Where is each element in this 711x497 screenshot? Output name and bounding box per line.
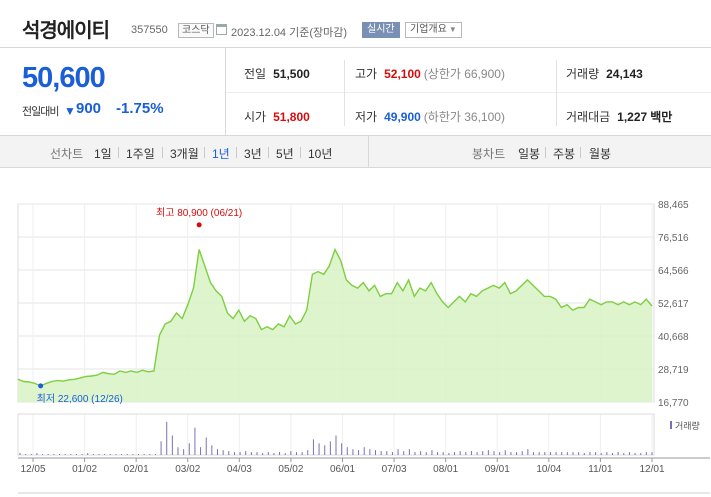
low-marker-label: 최저 22,600 (12/26) [37,393,123,405]
low-marker-dot [38,383,44,389]
amount-value: 1,227 [617,110,648,124]
x-tick-label: 08/01 [433,464,458,475]
x-tick-label: 06/01 [330,464,355,475]
col-divider [556,60,557,126]
row-divider [226,92,711,93]
y-tick-label: 40,668 [658,332,689,343]
price-chart: 88,465 76,516 64,566 52,617 40,668 28,719 16,7… [0,168,711,497]
x-tick-label: 04/03 [227,464,252,475]
high-marker-dot [196,222,202,228]
x-tick-label: 05/02 [278,464,303,475]
tab-candle-monthly[interactable]: 월봉 [589,147,612,161]
y-tick-label: 52,617 [658,299,689,310]
current-price: 50,600 [22,62,106,94]
y-tick-label: 76,516 [658,233,689,244]
tab-candle-weekly[interactable]: 주봉 [553,147,576,161]
chevron-down-icon: ▼ [448,25,457,34]
x-tick-label: 11/01 [588,464,613,475]
change-value: 900 [76,100,102,117]
current-price-panel: 50,600 전일대비 ▼ 900 -1.75% [0,48,226,136]
volume-cell: 거래량 24,143 [566,65,643,82]
change-percent: -1.75% [116,100,164,117]
x-tick-label: 07/03 [382,464,407,475]
price-area [18,249,652,402]
calendar-icon [216,24,227,35]
x-tick-label: 10/04 [536,464,561,475]
low-label: 저가 [355,110,378,124]
company-info-label: 기업개요 [410,24,447,35]
down-triangle-icon: ▼ [64,104,76,118]
y-tick-label: 28,719 [658,365,689,376]
lower-limit: (하한가 36,100) [423,110,505,124]
y-tick-label: 88,465 [658,200,689,211]
volume-value: 24,143 [606,67,643,81]
price-chart-svg: 88,465 76,516 64,566 52,617 40,668 28,719 16,7… [17,200,710,494]
tabs-separator [368,136,369,168]
tab-divider [118,147,119,158]
open-label: 시가 [244,110,267,124]
x-tick-label: 12/01 [639,464,664,475]
x-tick-label: 02/01 [124,464,149,475]
high-cell: 고가 52,100 (상한가 66,900) [355,65,505,82]
tab-period-5y[interactable]: 5년 [276,147,294,161]
tab-period-1d[interactable]: 1일 [94,147,112,161]
amount-label: 거래대금 [566,110,611,124]
tab-period-1y[interactable]: 1년 [212,147,230,161]
change-label: 전일대비 [22,106,59,118]
stock-name: 석경에이티 [22,20,110,42]
price-line [17,247,653,387]
x-tick-label: 01/02 [72,464,97,475]
amount-cell: 거래대금 1,227 백만 [566,108,672,125]
prev-close-cell: 전일 51,500 [244,65,310,82]
high-label: 고가 [355,67,378,81]
as-of-date: 2023.12.04 기준(장마감) [231,27,348,39]
low-cell: 저가 49,900 (하한가 36,100) [355,108,505,125]
tab-divider [268,147,269,158]
price-summary: 50,600 전일대비 ▼ 900 -1.75% 전일 51,500 고가 52,1… [0,48,711,136]
amount-unit: 백만 [650,110,673,124]
tab-period-1w[interactable]: 1주일 [126,147,155,161]
live-button[interactable]: 실시간 [362,22,400,38]
market-badge: 코스닥 [178,23,214,38]
tab-divider [162,147,163,158]
open-value: 51,800 [273,110,310,124]
stock-header: 석경에이티 357550 코스닥 2023.12.04 기준(장마감) 실시간 … [0,0,711,48]
tab-divider [204,147,205,158]
volume-label: 거래량 [566,67,600,81]
tab-divider [300,147,301,158]
chart-tabs: 선차트 1일 1주일 3개월 1년 3년 5년 10년 봉차트 일봉 주봉 월봉 [0,136,711,168]
low-value: 49,900 [384,110,421,124]
tab-divider [236,147,237,158]
stock-code: 357550 [131,24,168,36]
upper-limit: (상한가 66,900) [423,67,505,81]
x-tick-label: 03/02 [175,464,200,475]
high-value: 52,100 [384,67,421,81]
volume-legend-label: 거래량 [675,420,700,431]
volume-legend-swatch [670,421,672,429]
company-info-dropdown[interactable]: 기업개요 ▼ [405,22,462,38]
high-marker-label: 최고 80,900 (06/21) [156,207,242,219]
tab-divider [545,147,546,158]
prev-close-value: 51,500 [273,67,310,81]
tab-candle-daily[interactable]: 일봉 [518,147,541,161]
y-tick-label: 16,770 [658,398,689,409]
tab-period-3y[interactable]: 3년 [244,147,262,161]
tab-line-chart[interactable]: 선차트 [50,147,84,161]
x-tick-label: 09/01 [485,464,510,475]
open-cell: 시가 51,800 [244,108,310,125]
tab-candle-chart[interactable]: 봉차트 [472,147,506,161]
tab-period-3m[interactable]: 3개월 [170,147,199,161]
col-divider [344,60,345,126]
y-tick-label: 64,566 [658,266,689,277]
x-tick-label: 12/05 [20,464,45,475]
prev-close-label: 전일 [244,67,267,81]
tab-divider [580,147,581,158]
tab-period-10y[interactable]: 10년 [308,147,333,161]
